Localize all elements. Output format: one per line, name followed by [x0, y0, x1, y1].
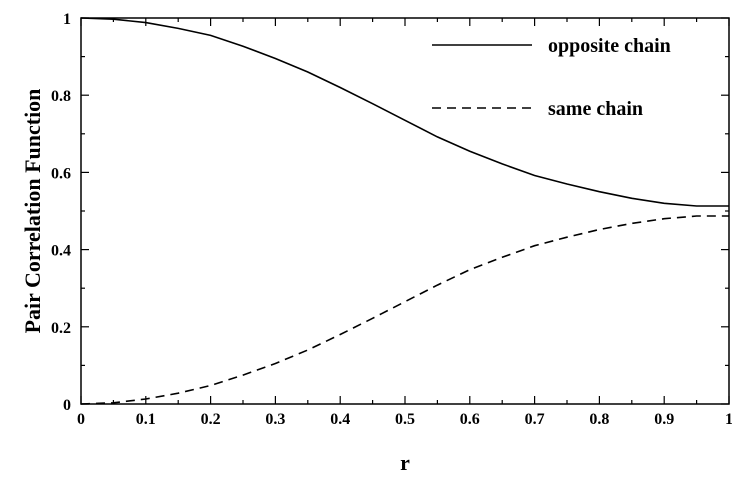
y-tick-label: 1: [63, 11, 71, 28]
legend-label: same chain: [548, 98, 643, 120]
legend: opposite chain same chain: [432, 35, 671, 120]
tick-labels: 0 0.1 0.2 0.3 0.4 0.5 0.6 0.7 0.8 0.9 1 0 0.2 0.4 0.6 0…: [51, 11, 732, 428]
x-tick-label: 0.1: [136, 411, 156, 428]
series-line-same-chain: [80, 215, 729, 405]
x-axis-title: r: [400, 450, 410, 475]
x-tick-label: 0.8: [589, 411, 609, 428]
series-line-opposite-chain: [80, 17, 729, 207]
x-tick-label: 0.7: [525, 411, 545, 428]
x-tick-label: 1: [725, 411, 732, 428]
y-tick-label: 0.6: [51, 165, 71, 182]
y-tick-label: 0.4: [51, 243, 71, 260]
y-tick-label: 0: [63, 397, 71, 414]
x-tick-label: 0: [77, 411, 85, 428]
x-tick-label: 0.4: [330, 411, 350, 428]
axis-ticks: [80, 17, 730, 405]
plot-frame: [80, 17, 730, 405]
x-tick-label: 0.6: [460, 411, 480, 428]
y-tick-label: 0.2: [51, 320, 71, 337]
y-tick-label: 0.8: [51, 88, 71, 105]
x-tick-label: 0.2: [201, 411, 221, 428]
x-tick-label: 0.3: [265, 411, 285, 428]
x-tick-label: 0.5: [395, 411, 415, 428]
series-layer: [80, 17, 729, 405]
legend-label: opposite chain: [548, 35, 671, 57]
x-tick-label: 0.9: [654, 411, 674, 428]
y-axis-title: Pair Correlation Function: [20, 89, 45, 334]
